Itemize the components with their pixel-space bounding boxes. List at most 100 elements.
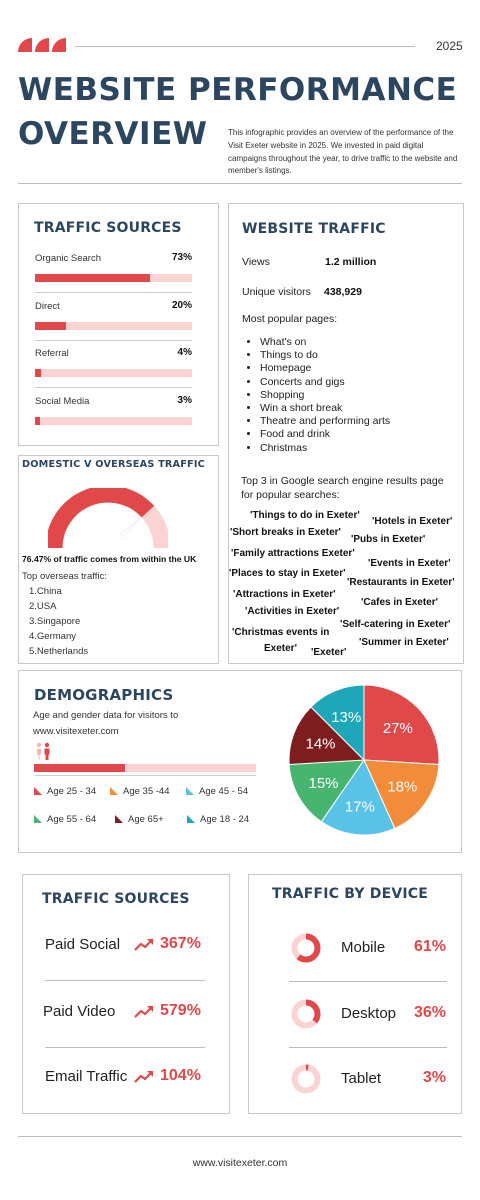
views-label: Views [242,256,270,268]
traffic-source-bar-fill [35,321,67,330]
pie-slice [363,684,440,766]
pie-label: 17% [345,798,375,815]
gender-bar-rule [34,775,256,776]
traffic-source-bar-track [35,369,192,377]
traffic-source-divider [35,339,192,341]
gender-bar-track [34,764,256,772]
search-term: 'Pubs in Exeter' [351,534,426,545]
device-label: Desktop [341,1005,397,1022]
pie-label: 27% [383,720,413,737]
traffic-source-bar-fill [35,274,150,282]
country-item: 4.Germany [29,631,76,642]
legend-label: Age 35 -44 [123,786,170,797]
logo-shapes [18,38,66,52]
search-term: 'Events in Exeter' [368,558,451,569]
header-rule [75,46,415,47]
paid-source-label: Email Traffic [45,1068,128,1085]
demographics-title: DEMOGRAPHICS [34,686,174,704]
popular-page-item: Food and drink [260,428,452,441]
legend-swatch [110,787,118,795]
views-value: 1.2 million [325,256,377,268]
year-label: 2025 [436,39,463,53]
device-label: Tablet [341,1070,382,1087]
country-item: 2.USA [29,601,57,612]
age-pie-chart: 27% 18% 17% 15% 14% 13% [288,684,440,836]
traffic-source-bar-fill [35,369,42,377]
page-title-line1: WEBSITE PERFORMANCE [18,72,458,108]
traffic-source-label: Direct [35,300,60,312]
paid-source-label: Paid Social [45,936,121,953]
paid-source-label: Paid Video [43,1003,116,1020]
legend-swatch [115,815,123,823]
search-term: 'Activities in Exeter' [245,606,340,617]
legend-label: Age 18 - 24 [200,814,250,825]
pie-slice [310,684,365,762]
popular-pages-label: Most popular pages: [242,313,338,325]
popular-page-item: What's on [260,336,452,349]
pie-slice [320,758,396,836]
popular-page-item: Things to do [260,349,452,362]
pie-slice [288,759,365,823]
paid-traffic-panel [22,874,230,1114]
country-item: 3.Singapore [29,616,81,627]
paid-traffic-title: TRAFFIC SOURCES [42,891,190,907]
traffic-source-bar-fill [35,416,40,425]
search-term: 'Self-catering in Exeter' [340,619,451,630]
pie-slice [363,759,440,830]
legend-label: Age 65+ [128,814,164,825]
search-term: 'Family attractions Exeter' [231,548,355,559]
traffic-source-value: 73% [171,252,192,263]
popular-page-item: Homepage [260,362,452,375]
paid-source-value: 579% [160,1002,201,1019]
domestic-statement: 76.47% of traffic comes from within the … [22,554,197,564]
popular-page-item: Win a short break [260,402,452,415]
gender-bar-fill [34,764,126,772]
traffic-source-value: 3% [177,394,192,406]
footer-rule [18,1136,462,1137]
footer-url[interactable]: www.visitexeter.com [192,1157,288,1169]
legend-swatch [186,787,194,795]
device-donut [291,933,321,963]
popular-page-item: Concerts and gigs [260,376,452,389]
traffic-source-value: 20% [171,299,192,311]
popular-pages-list: What's onThings to doHomepageConcerts an… [242,336,452,455]
search-intro: Top 3 in Google search engine results pa… [241,475,444,501]
legend-item: Age 18 - 24 [187,814,249,825]
paid-source-value: 104% [160,1067,201,1084]
legend-swatch [34,815,42,823]
device-value: 61% [413,938,446,955]
popular-page-item: Christmas [260,442,452,455]
country-item: 5.Netherlands [29,646,89,657]
search-term: 'Christmas events in [232,627,330,638]
search-term: 'Restaurants in Exeter' [347,577,455,588]
legend-item: Age 25 - 34 [34,786,96,797]
traffic-source-label: Referral [35,348,69,359]
device-donut [291,999,321,1029]
traffic-source-divider [35,387,192,388]
country-item: 1.China [29,586,62,597]
people-icon [36,742,50,760]
traffic-source-label: Social Media [35,395,90,407]
gauge-chart [48,488,168,549]
unique-visitors-value: 438,929 [324,286,362,298]
page-title-line2: OVERVIEW [18,116,208,152]
device-label: Mobile [341,939,386,956]
search-term: 'Summer in Exeter' [359,637,449,648]
overseas-label: Top overseas traffic: [22,571,107,582]
demographics-subtitle-2: www.visitexeter.com [33,726,119,737]
device-donut [291,1064,321,1094]
paid-source-divider [45,980,205,981]
pie-label: 14% [306,736,336,753]
search-term: Exeter' [264,643,297,654]
popular-page-item: Shopping [260,389,452,402]
search-term: 'Cafes in Exeter' [361,597,439,608]
device-value: 36% [413,1004,446,1021]
legend-item: Age 35 -44 [110,786,169,797]
pie-slice [288,706,366,766]
traffic-sources-title: TRAFFIC SOURCES [34,220,182,236]
pie-label: 18% [387,778,417,795]
website-traffic-panel [228,203,464,664]
legend-label: Age 45 - 54 [199,786,249,797]
legend-swatch [187,815,195,823]
trend-up-icon [134,1071,153,1083]
